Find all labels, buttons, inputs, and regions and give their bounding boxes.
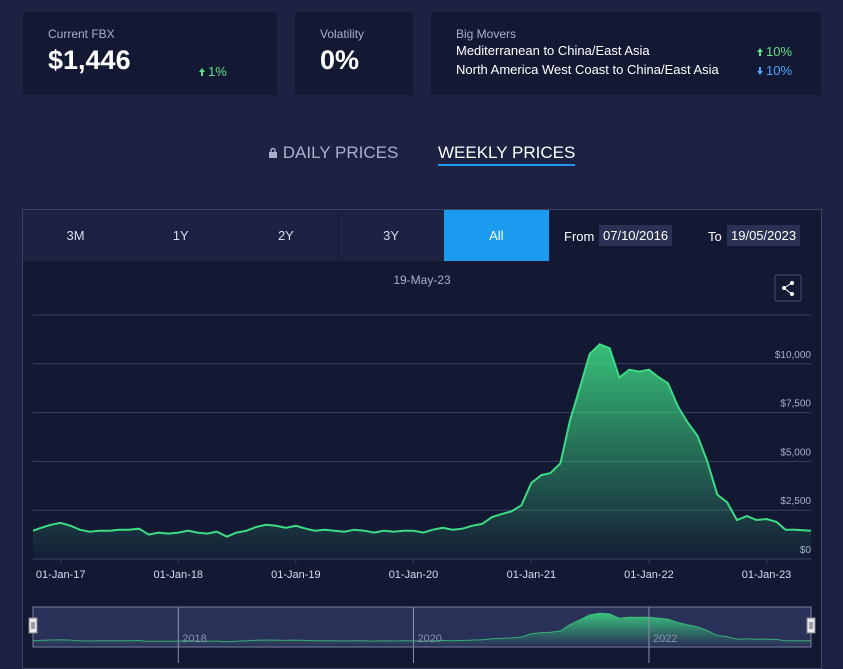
x-tick-label: 01-Jan-17 — [36, 569, 86, 581]
x-tick-label: 01-Jan-21 — [507, 569, 557, 581]
fbx-card: Current FBX $1,446 1% — [23, 12, 277, 95]
card-label: Big Movers — [456, 27, 517, 41]
x-tick-label: 01-Jan-22 — [624, 569, 674, 581]
x-tick-label: 01-Jan-20 — [389, 569, 439, 581]
price-line — [32, 343, 812, 538]
card-label: Volatility — [320, 27, 365, 41]
handle-grip — [806, 617, 816, 634]
arrow-icon — [757, 66, 763, 75]
lock-icon — [269, 147, 277, 158]
card-value: $1,446 — [48, 45, 131, 75]
route: North America West Coast to China/East A… — [456, 62, 719, 77]
y-tick-label: $7,500 — [780, 399, 811, 410]
y-tick-label: $10,000 — [775, 350, 812, 361]
range-button[interactable]: 3M — [23, 210, 128, 261]
volatility-card: Volatility 0% — [295, 12, 413, 95]
navigator-area — [33, 613, 811, 645]
price-area — [33, 344, 811, 559]
to-label: To — [708, 229, 722, 244]
big-movers-card: Big Movers Mediterranean to China/East A… — [431, 12, 821, 95]
to-date[interactable]: 19/05/2023 — [727, 225, 801, 246]
card-change: 1% — [198, 64, 227, 79]
navigator-line — [32, 612, 812, 643]
arrow-icon — [757, 47, 763, 56]
range-button[interactable]: All — [443, 210, 549, 261]
y-tick-label: $5,000 — [780, 447, 811, 458]
navigator-label: 2022 — [653, 633, 677, 645]
tab[interactable]: WEEKLY PRICES — [438, 143, 576, 166]
range-button[interactable]: 3Y — [338, 210, 444, 261]
range-button[interactable]: 1Y — [128, 210, 234, 261]
navigator-handle[interactable] — [28, 617, 38, 634]
route-change: 10% — [756, 63, 792, 78]
change-text: 10% — [766, 63, 793, 78]
share-button[interactable] — [774, 274, 802, 302]
chart-title: 19-May-23 — [393, 273, 451, 287]
route-change: 10% — [756, 44, 792, 59]
route: Mediterranean to China/East Asia — [456, 43, 650, 58]
arrow-icon — [199, 67, 205, 76]
tab-label: WEEKLY PRICES — [438, 143, 576, 162]
navigator-handle[interactable] — [806, 617, 816, 634]
card-label: Current FBX — [48, 27, 115, 41]
y-tick-label: $2,500 — [780, 496, 811, 507]
from-date[interactable]: 07/10/2016 — [599, 225, 673, 246]
change-text: 10% — [766, 44, 793, 59]
x-tick-label: 01-Jan-19 — [271, 569, 321, 581]
tab-label: DAILY PRICES — [282, 143, 399, 162]
tab[interactable]: DAILY PRICES — [268, 143, 398, 163]
x-tick-label: 01-Jan-18 — [154, 569, 204, 581]
change-text: 1% — [208, 64, 227, 79]
x-tick-label: 01-Jan-23 — [742, 569, 792, 581]
navigator-label: 2018 — [182, 633, 206, 645]
card-value: 0% — [320, 45, 360, 75]
from-label: From — [564, 229, 595, 244]
navigator-label: 2020 — [417, 633, 441, 645]
handle-grip — [28, 617, 38, 634]
range-button[interactable]: 2Y — [233, 210, 339, 261]
